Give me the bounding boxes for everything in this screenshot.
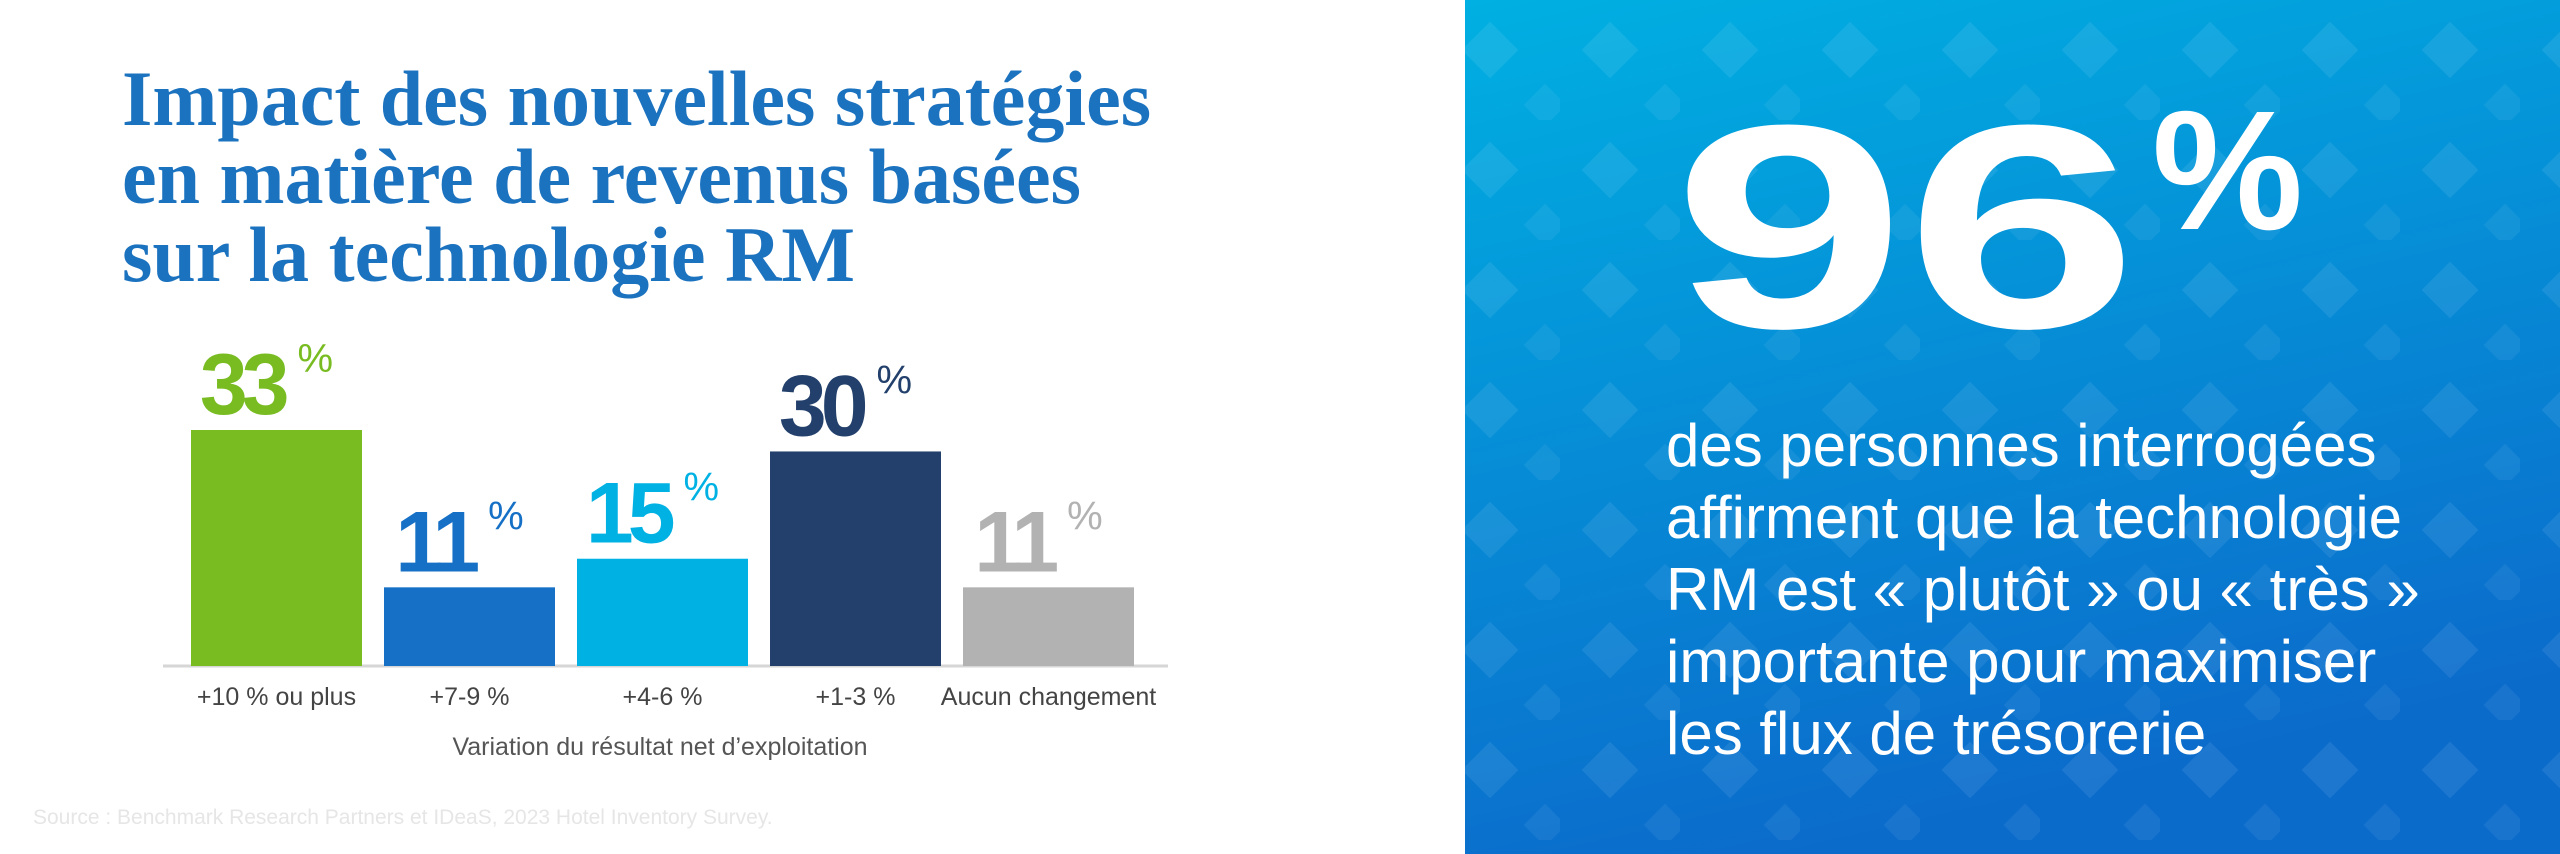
unit: %: [684, 466, 720, 510]
value: 33: [200, 337, 287, 433]
value-label: 11%: [395, 494, 524, 590]
title-line: en matière de revenus basées: [122, 133, 1081, 220]
highlight-value: 96: [1673, 65, 2138, 389]
highlight-line: des personnes interrogées: [1666, 412, 2376, 479]
unit: %: [298, 337, 334, 381]
bar: [770, 451, 941, 666]
value-label: 11%: [974, 494, 1103, 590]
source: Source : Benchmark Research Partners et …: [33, 806, 773, 829]
x-tick-label: +1-3 %: [816, 683, 896, 711]
bars: 33 % +10 % ou plus 11 % +7-9 % 15 % +4-6 % 30 % +1-…: [191, 337, 1156, 711]
unit: %: [1067, 494, 1103, 538]
bar: [963, 587, 1134, 666]
title-line: Impact des nouvelles stratégies: [122, 55, 1151, 142]
highlight-line: les flux de trésorerie: [1666, 700, 2206, 767]
bar: [384, 587, 555, 666]
x-axis-label: Variation du résultat net d’exploitation: [452, 733, 867, 761]
value-label: 33%: [200, 337, 333, 433]
unit: %: [488, 494, 524, 538]
highlight-unit: %: [2152, 76, 2303, 266]
x-tick-label: +10 % ou plus: [197, 683, 356, 711]
x-tick-label: +4-6 %: [623, 683, 703, 711]
x-tick-label: Aucun changement: [941, 683, 1156, 711]
highlight-line: affirment que la technologie: [1666, 484, 2402, 551]
highlight-line: importante pour maximiser: [1666, 628, 2376, 695]
highlight-line: RM est « plutôt » ou « très »: [1666, 556, 2420, 623]
pattern: [1465, 0, 2560, 854]
value: 15: [586, 466, 674, 562]
value-label: 30%: [779, 358, 912, 454]
title-line: sur la technologie RM: [122, 211, 855, 298]
unit: %: [877, 358, 913, 402]
x-tick-label: +7-9 %: [430, 683, 510, 711]
value-label: 15%: [586, 466, 719, 562]
value: 11: [395, 494, 478, 590]
value: 11: [974, 494, 1057, 590]
bar: [191, 430, 362, 666]
value: 30: [779, 358, 866, 454]
left-panel: [0, 0, 1465, 854]
bar: [577, 558, 748, 666]
